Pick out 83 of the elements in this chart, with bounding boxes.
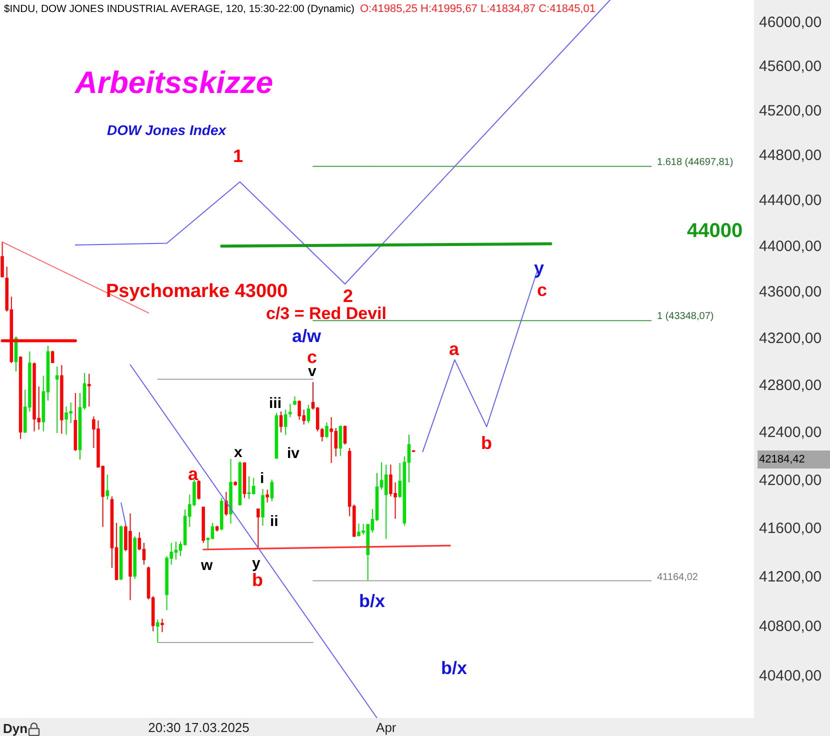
candlestick [202,506,205,544]
y-tick-label: 42000,00 [759,472,822,489]
candlestick [343,425,347,446]
chart-title: $INDU, DOW JONES INDUSTRIAL AVERAGE, 120, 15:30-22:00 (Dynamic) [4,4,354,15]
y-tick-label: 44800,00 [759,147,822,164]
annotation: c/3 = Red Devil [266,304,386,323]
annotation: b/x [359,591,386,611]
x-tick-label: 20:30 17.03.2025 [148,720,250,735]
candlestick [238,460,242,506]
annotation: iii [269,395,282,412]
candlestick [288,403,292,418]
candlestick [325,422,328,438]
candlestick [242,462,246,498]
annotation: 41164,02 [657,572,698,583]
text: Dyn [3,721,28,736]
x-tick-label: Apr [376,720,397,735]
text: 42184,42 [759,454,805,466]
annotation: b [252,570,263,590]
candlestick [156,618,160,644]
annotation: iv [287,445,300,462]
y-tick-label: 43200,00 [759,330,822,348]
candlestick [119,525,123,581]
y-tick-label: 45600,00 [759,58,822,76]
annotation: Arbeitsskizze [74,65,274,100]
y-tick-label: 40800,00 [759,618,822,635]
annotation: y [534,258,544,278]
chart-subtitle: O:41985,25 H:41995,67 L:41834,87 C:41845,01 [360,3,596,15]
y-tick-label: 44000,00 [759,238,822,255]
candlestick [256,508,260,548]
candlestick [56,366,59,434]
annotation: b/x [441,658,468,678]
candlestick [74,392,78,452]
annotation: DOW Jones Index [107,122,228,138]
annotation: y [252,555,261,572]
candlestick [224,491,228,516]
annotation: Psychomarke 43000 [106,281,288,302]
candlestick [274,412,278,460]
annotation: a/w [292,326,322,346]
candlestick [279,410,283,433]
y-tick-label: 41200,00 [759,568,822,586]
annotation: a [188,464,199,484]
candlestick [87,373,91,407]
y-tick-label: 42400,00 [759,424,822,442]
annotation: 2 [343,286,354,306]
candlestick [229,458,232,524]
candlestick [50,350,54,364]
candlestick [412,450,416,453]
annotation: ii [270,513,278,530]
candlestick [234,480,237,486]
candlestick [220,497,224,531]
candlestick [284,409,288,436]
annotation: 1 [233,146,244,166]
candlestick [261,488,264,526]
annotation: 1 (43348,07) [657,311,714,322]
annotation: i [260,470,264,487]
candlestick [160,618,164,633]
annotation: a [449,339,460,359]
y-tick-label: 43600,00 [759,284,822,301]
y-tick-label: 40400,00 [759,667,822,684]
annotation: x [234,444,243,461]
candlestick [106,474,110,500]
candlestick [18,356,22,440]
annotation: w [200,557,213,574]
y-tick-label: 44400,00 [759,192,822,210]
annotation: 44000 [687,220,743,242]
candlestick [0,241,4,278]
candlestick [338,425,342,456]
candlestick [247,476,251,500]
candlestick [270,479,274,502]
candlestick [215,525,219,532]
y-tick-label: 45200,00 [759,102,822,120]
candlestick [266,489,269,503]
annotation: 1.618 (44697,81) [657,157,734,168]
candlestick [293,396,296,406]
annotation: c [537,280,548,300]
candlestick [306,404,310,424]
candlestick [197,480,200,500]
candlestick [133,536,136,580]
annotation: b [481,433,492,453]
y-tick-label: 42800,00 [759,376,822,394]
y-tick-label: 41600,00 [759,520,822,538]
candlestick [60,364,64,434]
y-tick-label: 46000,00 [759,14,822,32]
